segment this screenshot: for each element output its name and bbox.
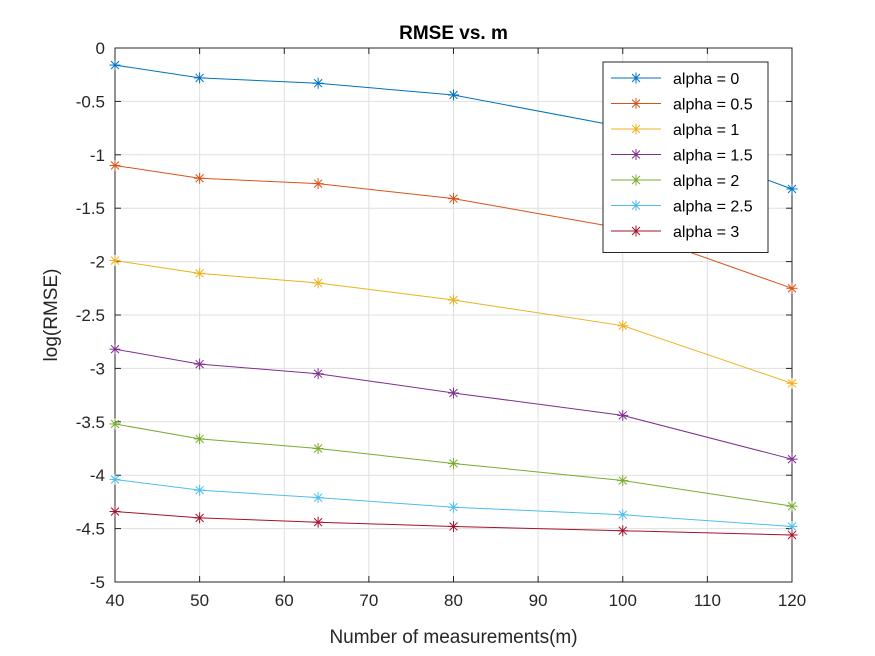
chart-title: RMSE vs. m <box>399 23 508 44</box>
data-point <box>109 473 121 485</box>
legend-marker <box>630 72 642 84</box>
x-tick-label: 90 <box>529 591 548 610</box>
data-point <box>786 183 798 195</box>
data-point <box>109 506 121 518</box>
legend-marker <box>630 149 642 160</box>
y-tick-label: -3 <box>90 359 105 378</box>
y-tick-label: -2.5 <box>76 306 105 325</box>
data-point <box>312 492 324 504</box>
data-point <box>109 343 121 355</box>
data-point <box>194 267 206 279</box>
y-tick-label: -1.5 <box>76 199 105 218</box>
y-tick-label: -1 <box>90 146 105 165</box>
data-point <box>109 159 121 171</box>
series-line <box>114 478 793 527</box>
data-point <box>109 59 121 71</box>
data-point <box>194 433 206 445</box>
series-line <box>114 423 793 507</box>
legend-label: alpha = 2.5 <box>673 199 753 216</box>
series-line <box>114 260 793 384</box>
legend-marker <box>630 225 642 237</box>
data-point <box>448 520 459 532</box>
legend-item: alpha = 3 <box>611 224 739 241</box>
data-point <box>312 368 324 380</box>
data-point <box>617 409 629 421</box>
x-tick-label: 120 <box>778 591 806 610</box>
y-axis-label: log(RMSE) <box>41 269 62 362</box>
y-tick-label: -3.5 <box>76 413 105 432</box>
data-point <box>617 475 629 487</box>
y-tick-label: -4 <box>90 466 105 485</box>
data-point <box>312 516 324 528</box>
data-point <box>194 72 206 84</box>
legend-item: alpha = 1 <box>611 122 739 139</box>
data-point <box>194 512 206 524</box>
data-point <box>448 387 459 399</box>
legend-item: alpha = 0.5 <box>611 97 753 114</box>
x-tick-label: 40 <box>106 591 125 610</box>
x-axis-label: Number of measurements(m) <box>329 627 577 648</box>
series-2 <box>109 255 798 389</box>
legend-item: alpha = 2 <box>611 173 739 190</box>
y-tick-label: 0 <box>96 39 105 58</box>
y-tick-label: -2 <box>90 253 105 272</box>
data-point <box>786 500 798 512</box>
data-point <box>194 484 206 496</box>
data-point <box>617 320 629 332</box>
x-tick-label: 110 <box>694 591 721 610</box>
data-point <box>786 529 798 541</box>
legend-box <box>602 61 769 253</box>
data-point <box>448 89 459 101</box>
y-tick-label: -4.5 <box>76 520 105 539</box>
legend-label: alpha = 3 <box>673 224 739 241</box>
series-line <box>114 348 793 460</box>
series-4 <box>109 418 798 512</box>
x-tick-label: 70 <box>359 591 378 610</box>
data-point <box>448 501 459 513</box>
legend-item: alpha = 2.5 <box>611 199 753 216</box>
data-point <box>312 277 324 289</box>
series-5 <box>109 473 798 532</box>
series-3 <box>109 343 798 465</box>
legend-label: alpha = 0 <box>673 71 739 88</box>
legend: alpha = 0 alpha = 0.5 alpha = 1 alpha = 1.5… <box>602 61 769 253</box>
x-tick-label: 100 <box>609 591 637 610</box>
data-point <box>312 178 324 190</box>
x-tick-label: 80 <box>444 591 463 610</box>
data-point <box>448 193 459 205</box>
legend-label: alpha = 1.5 <box>673 148 753 165</box>
y-tick-label: -0.5 <box>76 92 105 111</box>
data-point <box>109 255 121 267</box>
data-point <box>786 377 798 389</box>
data-point <box>786 282 798 294</box>
legend-item: alpha = 0 <box>611 71 739 88</box>
legend-marker <box>630 123 642 135</box>
series-6 <box>109 506 798 541</box>
legend-label: alpha = 0.5 <box>673 97 753 114</box>
data-point <box>312 77 324 89</box>
y-tick-label: -5 <box>90 573 105 592</box>
data-point <box>786 453 798 465</box>
data-point <box>448 457 459 469</box>
x-tick-label: 60 <box>275 591 294 610</box>
x-tick-label: 50 <box>190 591 209 610</box>
legend-label: alpha = 1 <box>673 122 739 139</box>
data-point <box>194 358 206 370</box>
data-point <box>109 418 121 430</box>
legend-marker <box>630 98 642 109</box>
series-lines <box>109 59 798 541</box>
data-point <box>194 172 206 184</box>
series-line <box>114 511 793 536</box>
data-point <box>617 509 629 521</box>
legend-marker <box>630 200 642 211</box>
data-point <box>312 443 324 454</box>
axis-ticks: 40 50 60 70 80 90 100 110 120 0 -0.5 -1 -1.5 -2 -2.5 -3… <box>76 39 806 610</box>
data-point <box>448 294 459 306</box>
legend-marker <box>630 174 642 186</box>
legend-item: alpha = 1.5 <box>611 148 753 165</box>
data-point <box>617 525 629 537</box>
legend-label: alpha = 2 <box>673 173 739 190</box>
